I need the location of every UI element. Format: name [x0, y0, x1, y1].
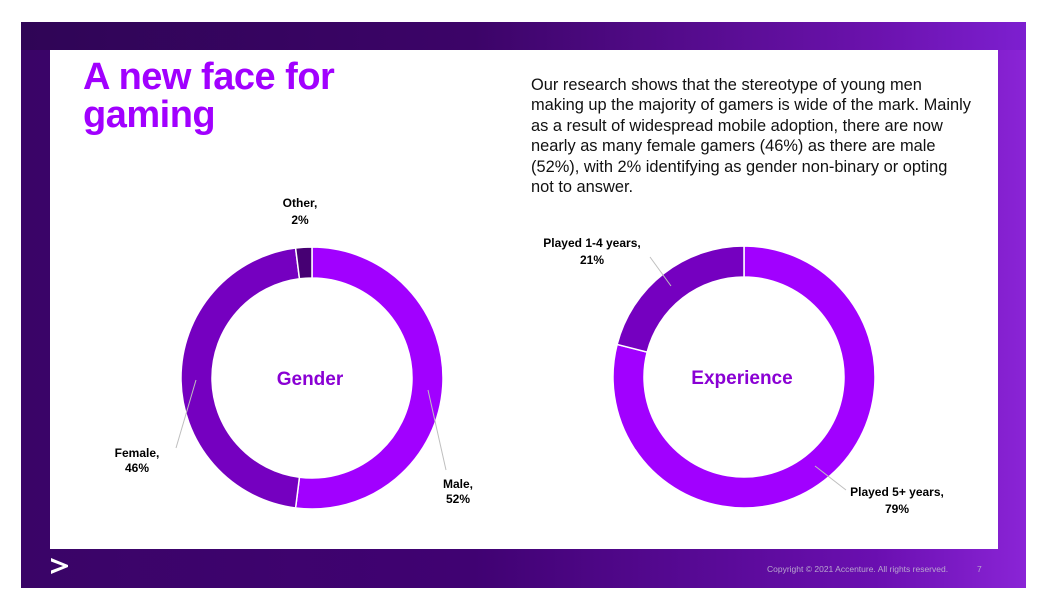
- slide-title: A new face for gaming: [83, 56, 335, 136]
- experience-value-played-5-years: 79%: [885, 502, 909, 516]
- gender-slice-male: [294, 246, 444, 510]
- accenture-greater-than-icon: [51, 558, 68, 574]
- gender-leader-female: [175, 379, 197, 449]
- experience-label-played-1-4-years: Played 1-4 years,: [543, 236, 640, 250]
- experience-value-played-1-4-years: 21%: [580, 253, 604, 267]
- page-number: 7: [977, 564, 982, 574]
- gender-value-male: 52%: [446, 492, 470, 506]
- gender-slice-female: [180, 247, 301, 509]
- slide-top-strip: [21, 22, 1026, 50]
- gender-slice-other: [294, 246, 313, 280]
- gender-label-male: Male,: [443, 477, 473, 491]
- experience-center-label: Experience: [691, 368, 792, 389]
- experience-slice-played-5-years: [612, 245, 876, 509]
- experience-leader-played-1-4-years: [649, 256, 672, 287]
- gender-value-other: 2%: [291, 213, 309, 227]
- intro-paragraph: Our research shows that the stereotype o…: [531, 76, 971, 197]
- gender-label-other: Other,: [283, 196, 318, 210]
- experience-leader-played-5-years: [814, 465, 847, 491]
- copyright-text: Copyright © 2021 Accenture. All rights r…: [767, 564, 949, 574]
- gender-center-label: Gender: [277, 369, 344, 390]
- gender-value-female: 46%: [125, 461, 149, 475]
- experience-slice-played-1-4-years: [616, 245, 745, 354]
- gender-leader-male: [427, 389, 447, 471]
- gender-label-female: Female,: [115, 446, 160, 460]
- experience-label-played-5-years: Played 5+ years,: [850, 485, 944, 499]
